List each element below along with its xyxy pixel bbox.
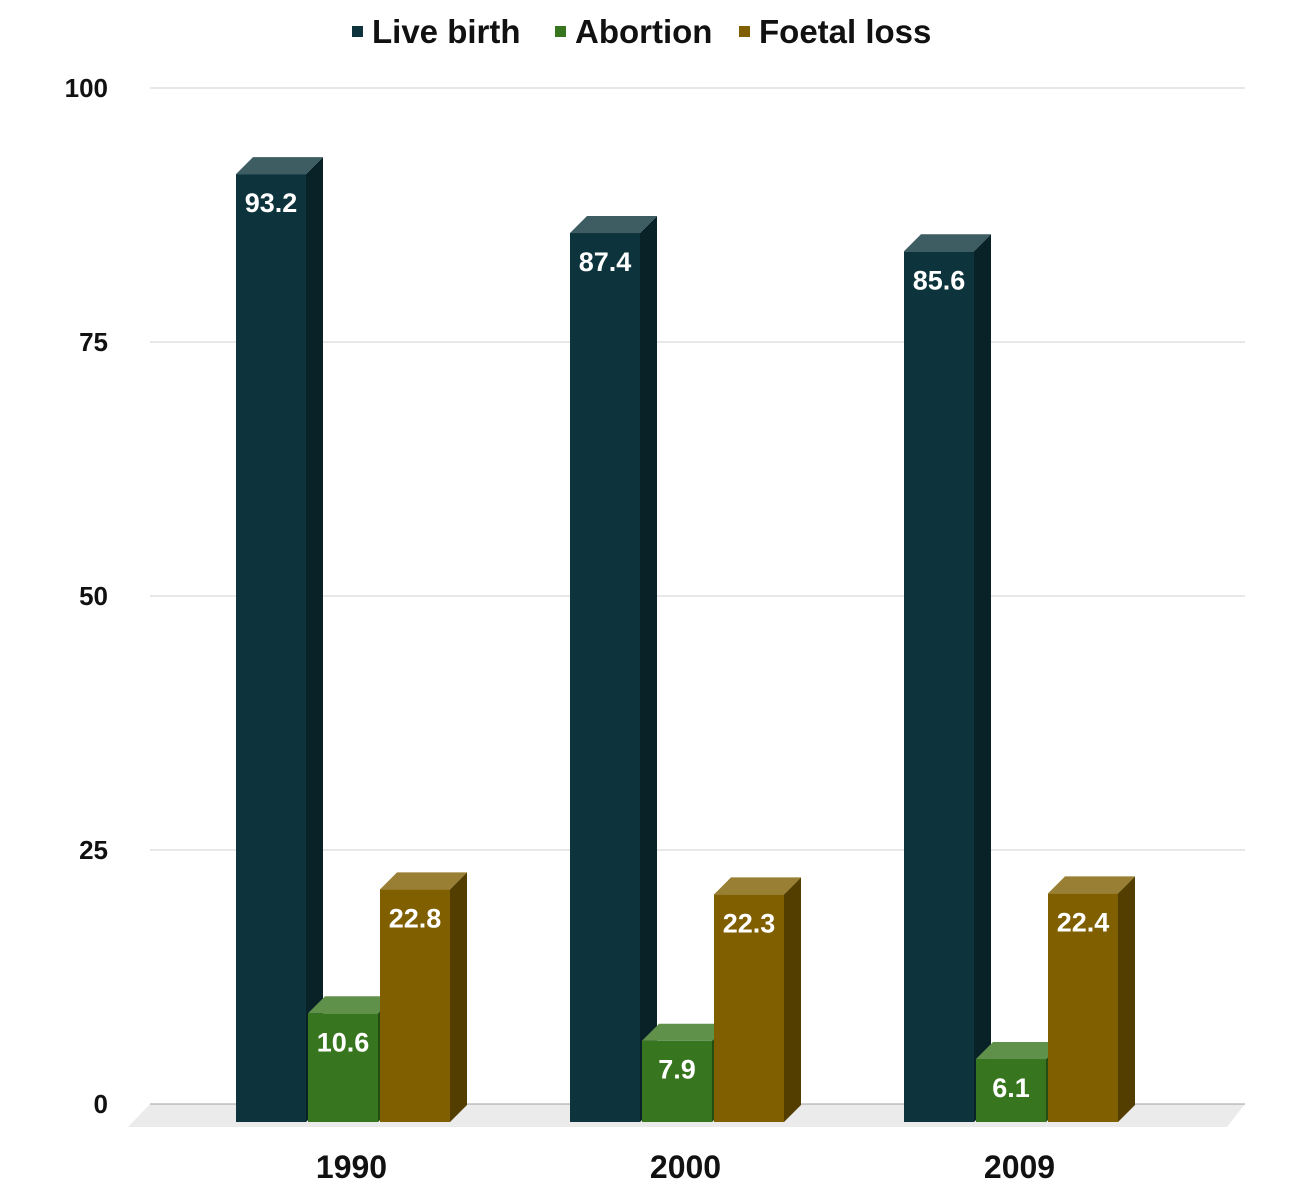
bar-front-face <box>904 251 974 1122</box>
x-category-label: 1990 <box>316 1149 387 1185</box>
y-tick-label: 75 <box>79 327 108 357</box>
bar-front-face <box>714 894 784 1122</box>
data-label: 10.6 <box>317 1027 370 1057</box>
y-axis: 0 25 50 75 100 <box>65 73 108 1119</box>
bar-front-face <box>380 889 450 1122</box>
x-category-label: 2009 <box>984 1149 1055 1185</box>
legend-item: Live birth <box>352 13 521 50</box>
bars <box>236 157 1135 1123</box>
bar-foetal-loss-2009 <box>1048 876 1135 1122</box>
bar-front-face <box>642 1040 712 1122</box>
legend-swatch <box>555 26 566 37</box>
bar-front-face <box>1048 893 1118 1122</box>
bar-front-face <box>236 174 306 1122</box>
bar-front-face <box>308 1013 378 1122</box>
legend-label: Abortion <box>575 13 712 50</box>
data-label: 22.8 <box>389 903 442 933</box>
bar-foetal-loss-2000 <box>714 877 801 1122</box>
bar-side-face <box>450 872 467 1122</box>
legend-label: Live birth <box>372 13 521 50</box>
legend: Live birth Abortion Foetal loss <box>352 13 931 50</box>
bar-top-face <box>904 234 991 252</box>
data-labels: 93.2 10.6 22.8 87.4 7.9 22.3 85.6 6.1 22.4 <box>245 188 1110 1103</box>
bar-top-face <box>976 1042 1063 1060</box>
data-label: 22.4 <box>1057 907 1110 937</box>
bar-front-face <box>976 1059 1046 1122</box>
bar-top-face <box>380 872 467 890</box>
bar-top-face <box>236 157 323 175</box>
data-label: 6.1 <box>992 1073 1030 1103</box>
data-label: 87.4 <box>579 247 632 277</box>
bar-side-face <box>1118 876 1135 1122</box>
bar-side-face <box>306 157 323 1122</box>
bar-top-face <box>1048 876 1135 894</box>
data-label: 85.6 <box>913 265 966 295</box>
legend-item: Abortion <box>555 13 712 50</box>
data-label: 7.9 <box>658 1055 696 1085</box>
gridlines <box>150 87 1245 851</box>
bar-front-face <box>570 233 640 1123</box>
y-tick-label: 50 <box>79 581 108 611</box>
data-label: 22.3 <box>723 908 776 938</box>
data-label: 93.2 <box>245 188 298 218</box>
bar-side-face <box>974 234 991 1122</box>
legend-swatch <box>739 26 750 37</box>
bar-side-face <box>784 877 801 1122</box>
legend-label: Foetal loss <box>759 13 931 50</box>
bar-live-birth-2000 <box>570 216 657 1123</box>
x-category-label: 2000 <box>650 1149 721 1185</box>
bar-side-face <box>640 216 657 1123</box>
legend-item: Foetal loss <box>739 13 931 50</box>
bar-foetal-loss-1990 <box>380 872 467 1122</box>
y-tick-label: 0 <box>94 1089 108 1119</box>
y-tick-label: 25 <box>79 835 108 865</box>
bar-live-birth-1990 <box>236 157 323 1122</box>
bar-top-face <box>308 996 395 1014</box>
x-axis: 1990 2000 2009 <box>316 1149 1055 1185</box>
legend-swatch <box>352 26 363 37</box>
bar-top-face <box>642 1023 729 1041</box>
bar-top-face <box>570 216 657 234</box>
y-tick-label: 100 <box>65 73 108 103</box>
bar-top-face <box>714 877 801 895</box>
bar-live-birth-2009 <box>904 234 991 1122</box>
